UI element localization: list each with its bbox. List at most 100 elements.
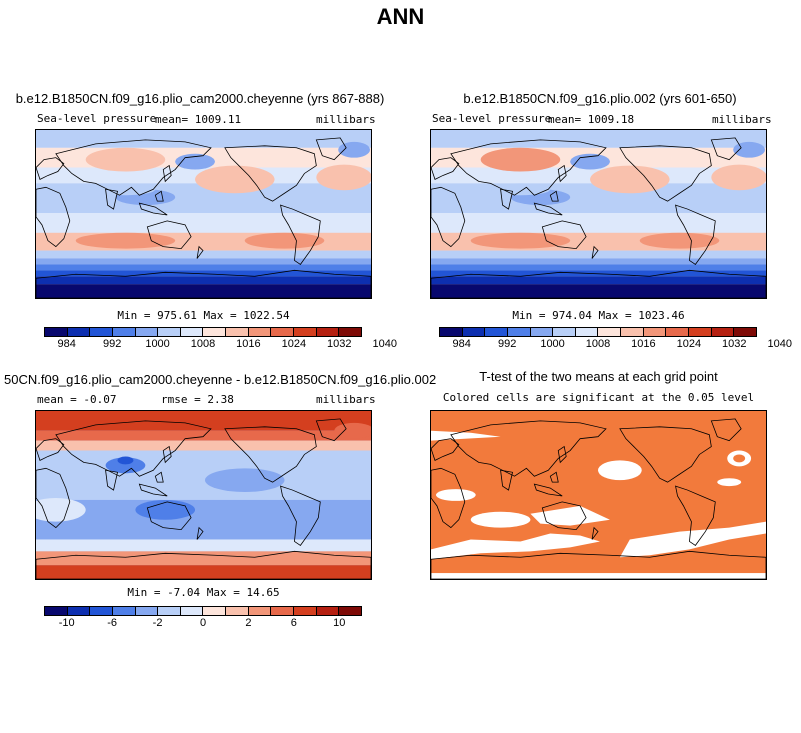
colorbar-tick-label: 1016 bbox=[631, 338, 656, 350]
contour-region bbox=[590, 165, 670, 194]
colorbar-swatch bbox=[666, 328, 690, 336]
contour-band bbox=[431, 270, 766, 277]
coastline bbox=[431, 467, 466, 529]
coastline bbox=[154, 190, 164, 202]
case1-title: b.e12.B1850CN.f09_g16.plio_cam2000.cheye… bbox=[15, 91, 385, 106]
contour-region bbox=[85, 147, 166, 172]
diff-minmax: Min = -7.04 Max = 14.65 bbox=[127, 586, 280, 599]
case1-units-label: millibars bbox=[316, 113, 376, 126]
colorbar-swatch bbox=[112, 607, 136, 615]
colorbar-tick-label: -10 bbox=[58, 617, 75, 629]
coastline bbox=[675, 204, 716, 265]
contour-band bbox=[431, 250, 766, 259]
case1-mean-label: mean= 1009.11 bbox=[155, 113, 242, 126]
ttest-title: T-test of the two means at each grid poi… bbox=[479, 369, 718, 384]
figure-title: ANN bbox=[376, 4, 425, 29]
colorbar-swatch bbox=[316, 328, 340, 336]
contour-region bbox=[639, 232, 720, 249]
colorbar-swatch bbox=[90, 328, 113, 336]
coastline bbox=[36, 438, 65, 461]
colorbar-swatch bbox=[226, 328, 249, 336]
contour-region bbox=[733, 454, 746, 463]
colorbar-swatch bbox=[711, 328, 735, 336]
coastline bbox=[431, 157, 460, 180]
coastline bbox=[549, 471, 559, 483]
colorbar-swatch bbox=[734, 328, 756, 336]
contour-band bbox=[36, 411, 371, 431]
contour-region bbox=[733, 141, 766, 158]
contour-region bbox=[244, 232, 325, 249]
colorbar-tick-label: 6 bbox=[290, 617, 297, 629]
case1-variable-label: Sea-level pressure bbox=[37, 112, 157, 125]
contour-region bbox=[338, 141, 371, 158]
contour-band bbox=[36, 276, 371, 285]
colorbar-tick-label: 984 bbox=[57, 338, 76, 350]
coastline bbox=[557, 445, 567, 464]
coastline bbox=[138, 202, 168, 216]
colorbar-swatch bbox=[158, 328, 181, 336]
case1-minmax: Min = 975.61 Max = 1022.54 bbox=[117, 309, 290, 322]
contour-band bbox=[36, 284, 371, 298]
contour-band bbox=[431, 264, 766, 271]
contour-band bbox=[431, 573, 766, 579]
contour-region bbox=[204, 468, 285, 493]
coastline bbox=[315, 418, 347, 442]
coastline bbox=[280, 204, 321, 265]
contour-band bbox=[431, 183, 766, 214]
coastline bbox=[500, 469, 513, 491]
contour-region bbox=[435, 489, 476, 501]
contour-band bbox=[36, 258, 371, 265]
colorbar-tick-label: 1008 bbox=[585, 338, 611, 350]
coastline bbox=[138, 483, 168, 497]
diff-slp-map bbox=[35, 410, 372, 580]
coastline bbox=[619, 426, 712, 483]
colorbar-tick-label: 984 bbox=[452, 338, 471, 350]
coastline bbox=[557, 164, 567, 183]
contour-band bbox=[36, 250, 371, 259]
colorbar-tick-label: 1040 bbox=[767, 338, 792, 350]
contour-region bbox=[117, 456, 134, 465]
contour-band bbox=[36, 440, 371, 451]
colorbar-swatch bbox=[271, 328, 295, 336]
coastline bbox=[196, 245, 204, 259]
colorbar-tick-label: 1040 bbox=[372, 338, 397, 350]
colorbar-swatch bbox=[135, 328, 159, 336]
coastline bbox=[162, 164, 172, 183]
colorbar-swatch bbox=[339, 328, 361, 336]
colorbar-tick-label: 1032 bbox=[327, 338, 352, 350]
coastline bbox=[710, 137, 742, 161]
colorbar-swatch bbox=[135, 607, 159, 615]
contour-band bbox=[431, 284, 766, 298]
coastline bbox=[431, 438, 460, 461]
coastline bbox=[431, 186, 466, 248]
ttest-significance-map bbox=[430, 410, 767, 580]
coastline bbox=[533, 483, 563, 497]
diff-units-label: millibars bbox=[316, 393, 376, 406]
coastline bbox=[675, 485, 716, 546]
colorbar-tick-label: 1024 bbox=[281, 338, 307, 350]
contour-band bbox=[431, 276, 766, 285]
coastline bbox=[710, 418, 742, 442]
contour-region bbox=[274, 499, 315, 520]
colorbar-tick-label: 1008 bbox=[190, 338, 216, 350]
colorbar-swatch bbox=[575, 328, 599, 336]
colorbar-tick-label: 1024 bbox=[676, 338, 702, 350]
coastline bbox=[36, 467, 71, 529]
coastline bbox=[36, 550, 371, 579]
colorbar-swatch bbox=[226, 607, 249, 615]
case2-minmax: Min = 974.04 Max = 1023.46 bbox=[512, 309, 685, 322]
contour-region bbox=[470, 511, 531, 528]
coastline bbox=[315, 137, 347, 161]
coastline bbox=[500, 188, 513, 210]
colorbar-swatch bbox=[45, 328, 68, 336]
colorbar-swatch bbox=[598, 328, 622, 336]
ttest-subtitle: Colored cells are significant at the 0.0… bbox=[442, 391, 755, 404]
colorbar-tick-label: -6 bbox=[107, 617, 118, 629]
nonsignificant-region bbox=[619, 521, 766, 558]
case2-units-label: millibars bbox=[712, 113, 772, 126]
nonsignificant-region bbox=[431, 533, 600, 560]
coastline bbox=[431, 269, 766, 298]
coastline bbox=[431, 550, 766, 579]
case2-mean-label: mean= 1009.18 bbox=[548, 113, 635, 126]
contour-band bbox=[431, 258, 766, 265]
